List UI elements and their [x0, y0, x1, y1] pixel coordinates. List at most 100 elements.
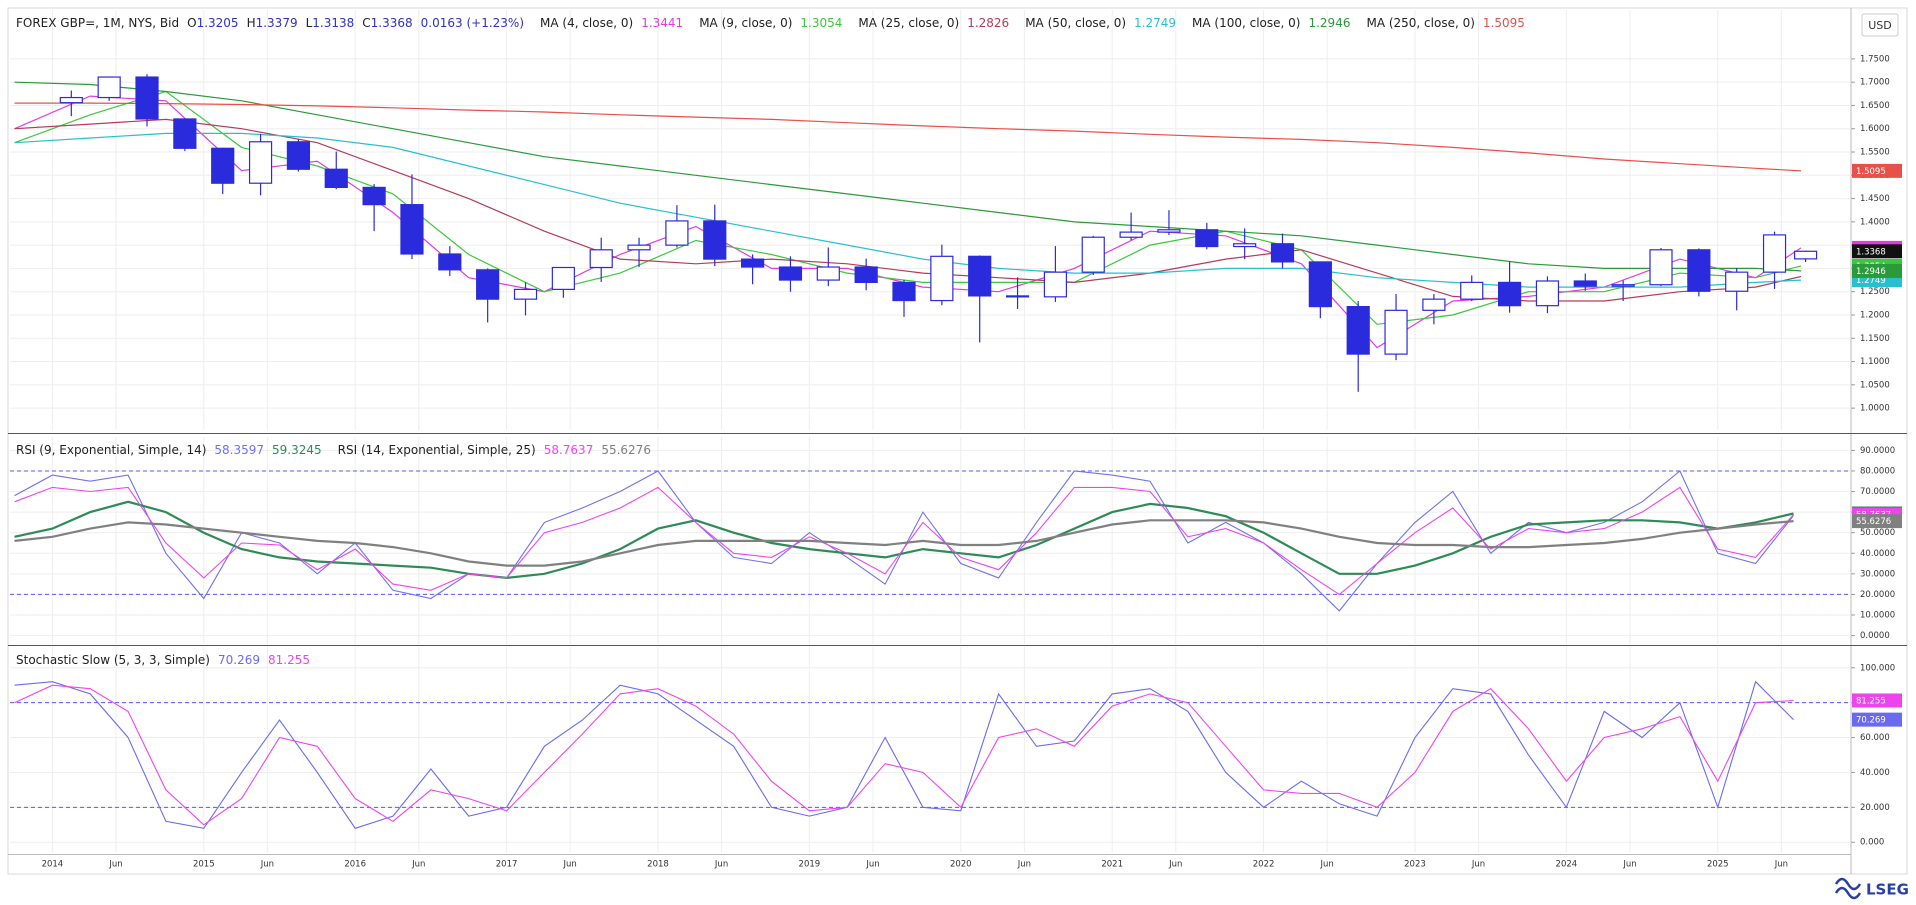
header-item: Stochastic Slow (5, 3, 3, Simple) — [16, 653, 210, 667]
candle-body — [438, 253, 462, 271]
candle-body — [1535, 280, 1560, 307]
y-tick-label: 20.000 — [1860, 803, 1890, 813]
y-tick-label: 1.0500 — [1860, 380, 1890, 390]
series-line — [14, 95, 1802, 349]
y-tick-label: 1.4500 — [1860, 194, 1890, 204]
candle-body — [1157, 229, 1181, 233]
candle-body — [1611, 284, 1635, 287]
candle-body — [1762, 234, 1787, 273]
currency-label: USD — [1868, 19, 1892, 32]
header-item: C — [362, 16, 370, 30]
y-tick-label: 1.2500 — [1860, 287, 1890, 297]
header-item: 1.2946 — [1308, 16, 1350, 30]
candle-body — [1497, 281, 1522, 307]
header-item: MA (250, close, 0) — [1366, 16, 1474, 30]
series-line — [14, 102, 1802, 172]
header-item: 1.3138 — [312, 16, 354, 30]
header-item: O — [187, 16, 196, 30]
header-item: MA (50, close, 0) — [1025, 16, 1126, 30]
y-tick-label: 1.0000 — [1860, 404, 1890, 414]
x-tick-label: Jun — [260, 860, 274, 870]
candle-body — [816, 266, 840, 281]
candle-body — [1460, 281, 1484, 300]
x-tick-label: Jun — [865, 860, 879, 870]
frame — [7, 7, 1908, 875]
x-tick-label: 2022 — [1253, 860, 1275, 870]
x-tick-label: 2015 — [193, 860, 215, 870]
y-tick-label: 90.0000 — [1860, 446, 1895, 456]
candle-body — [211, 147, 235, 184]
candle-body — [1422, 298, 1446, 311]
y-tick-label: 1.2000 — [1860, 310, 1890, 320]
header-item: RSI (14, Exponential, Simple, 25) — [338, 443, 536, 457]
header-item: 58.3597 — [214, 443, 264, 457]
y-tick-label: 80.0000 — [1860, 466, 1895, 476]
y-tick-label: 1.1500 — [1860, 334, 1890, 344]
candle-body — [589, 249, 613, 269]
candle-body — [1384, 309, 1408, 355]
x-tick-label: 2021 — [1101, 860, 1123, 870]
header-item: 1.3441 — [641, 16, 683, 30]
series-line — [14, 680, 1794, 829]
header-item: FOREX GBP=, 1M, NYS, Bid — [16, 16, 179, 30]
y-tick-label: 1.7000 — [1860, 78, 1890, 88]
y-tick-label: 30.0000 — [1860, 569, 1895, 579]
brand-logo: LSEG — [1834, 877, 1909, 900]
x-tick-label: Jun — [1168, 860, 1182, 870]
header-item: MA (4, close, 0) — [540, 16, 633, 30]
panel-header: RSI (9, Exponential, Simple, 14) 58.3597 5… — [16, 443, 651, 457]
y-tick-label: 0.0000 — [1860, 631, 1890, 641]
value-boxes: 70.269 81.255 — [1852, 693, 1902, 727]
candle-body — [248, 141, 273, 184]
header-item: 1.3205 — [197, 16, 239, 30]
y-tick-label: 70.0000 — [1860, 487, 1895, 497]
y-tick-label: 1.4000 — [1860, 217, 1890, 227]
header-item: MA (100, close, 0) — [1192, 16, 1300, 30]
candle-body — [135, 76, 159, 120]
value-box — [1852, 712, 1902, 727]
header-item: 55.6276 — [601, 443, 651, 457]
candle-body — [1687, 249, 1711, 292]
candle-body — [854, 266, 878, 283]
header-item: 1.5095 — [1483, 16, 1525, 30]
logo-mark — [1834, 877, 1862, 891]
y-tick-label: 1.6500 — [1860, 101, 1890, 111]
x-tick-label: Jun — [1320, 860, 1334, 870]
candle-body — [968, 255, 992, 297]
value-box — [1852, 693, 1902, 708]
header-item: 1.3368 — [371, 16, 413, 30]
series-line — [14, 118, 1802, 302]
candle-body — [324, 168, 348, 189]
candle-body — [778, 266, 803, 281]
candle-body — [286, 141, 311, 170]
value-box-label: 1.5095 — [1856, 167, 1886, 177]
value-box — [1852, 244, 1902, 259]
candle-body — [97, 76, 121, 99]
value-box — [1852, 514, 1902, 529]
panel-header: FOREX GBP=, 1M, NYS, Bid O1.3205 H1.3379 L1… — [16, 16, 1525, 30]
x-tick-label: 2016 — [344, 860, 366, 870]
y-tick-label: 20.0000 — [1860, 590, 1895, 600]
x-tick-label: Jun — [563, 860, 577, 870]
x-tick-label: 2025 — [1707, 860, 1729, 870]
brand-name: LSEG — [1866, 881, 1909, 899]
candle-body — [1043, 271, 1068, 298]
candle-body — [551, 266, 575, 290]
x-tick-label: 2014 — [42, 860, 64, 870]
candle-body — [1233, 243, 1257, 248]
y-tick-label: 60.000 — [1860, 733, 1890, 743]
header-item: 1.2826 — [967, 16, 1009, 30]
value-box-label: 1.2749 — [1856, 276, 1886, 286]
header-item: 58.7637 — [544, 443, 594, 457]
value-box-label: 70.269 — [1856, 716, 1886, 726]
y-tick-label: 40.0000 — [1860, 549, 1895, 559]
value-boxes: 1.34411.30541.28261.27491.29461.50951.33… — [1852, 163, 1902, 288]
x-tick-label: Jun — [1471, 860, 1485, 870]
series-line — [14, 500, 1794, 580]
logo-mark — [1834, 886, 1862, 900]
x-tick-label: Jun — [1622, 860, 1636, 870]
candle-body — [59, 96, 83, 104]
candle-body — [741, 258, 765, 268]
